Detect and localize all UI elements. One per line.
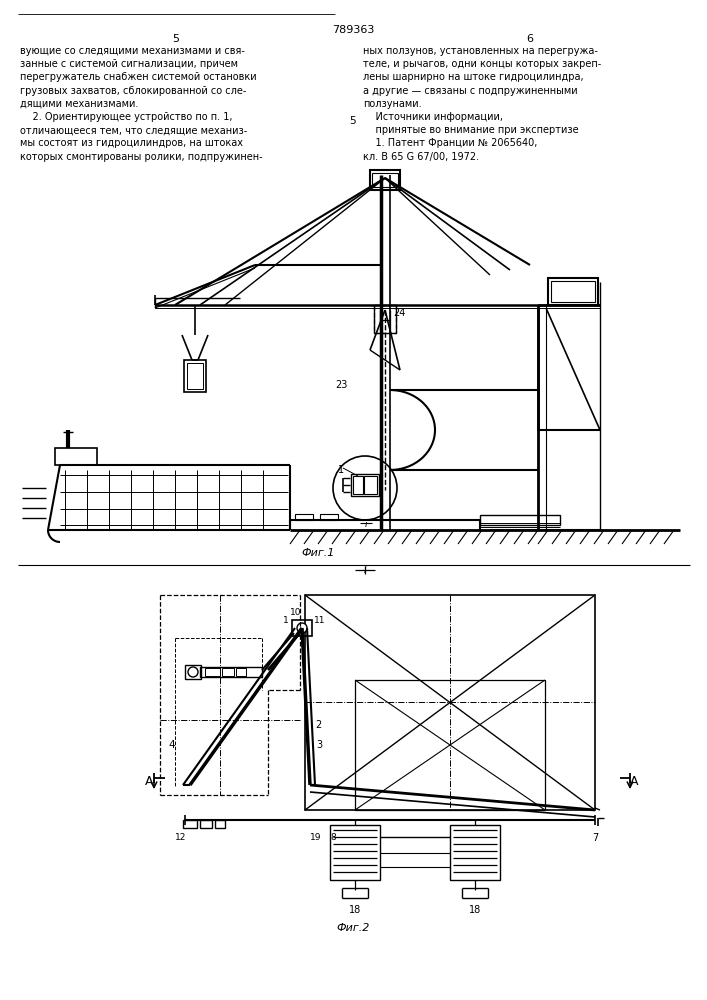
Text: 19: 19: [310, 833, 322, 842]
Text: 5: 5: [350, 116, 356, 126]
Bar: [370, 170, 400, 190]
Text: отличающееся тем, что следящие механиз-: отличающееся тем, что следящие механиз-: [20, 125, 247, 135]
Bar: [364, 476, 377, 494]
Bar: [374, 305, 396, 333]
Bar: [355, 680, 545, 810]
Text: которых смонтированы ролики, подпружинен-: которых смонтированы ролики, подпружинен…: [20, 152, 262, 162]
Text: 11: 11: [314, 616, 325, 625]
Text: 7: 7: [592, 833, 598, 843]
Text: лены шарнирно на штоке гидроцилиндра,: лены шарнирно на штоке гидроцилиндра,: [363, 72, 583, 82]
Text: A: A: [145, 775, 153, 788]
Bar: [374, 305, 396, 333]
Bar: [450, 825, 500, 880]
Bar: [551, 281, 595, 302]
Text: 23: 23: [335, 380, 347, 390]
Text: 1: 1: [338, 465, 344, 475]
Bar: [183, 820, 197, 828]
Text: кл. B 65 G 67/00, 1972.: кл. B 65 G 67/00, 1972.: [363, 152, 479, 162]
Text: мы состоят из гидроцилиндров, на штоках: мы состоят из гидроцилиндров, на штоках: [20, 138, 243, 148]
Text: грузовых захватов, сблокированной со сле-: грузовых захватов, сблокированной со сле…: [20, 86, 246, 96]
Text: вующие со следящими механизмами и свя-: вующие со следящими механизмами и свя-: [20, 46, 245, 56]
Text: теле, и рычагов, одни концы которых закреп-: теле, и рычагов, одни концы которых закр…: [363, 59, 601, 69]
Bar: [236, 668, 246, 676]
Bar: [187, 363, 203, 389]
Text: ных ползунов, установленных на перегружа-: ных ползунов, установленных на перегружа…: [363, 46, 598, 56]
Text: 789363: 789363: [332, 25, 374, 35]
Text: 2: 2: [315, 720, 321, 730]
Text: занные с системой сигнализации, причем: занные с системой сигнализации, причем: [20, 59, 238, 69]
Text: принятые во внимание при экспертизе: принятые во внимание при экспертизе: [363, 125, 578, 135]
Bar: [330, 825, 380, 880]
Text: 2. Ориентирующее устройство по п. 1,: 2. Ориентирующее устройство по п. 1,: [20, 112, 233, 122]
Bar: [200, 820, 212, 828]
Text: 6: 6: [527, 34, 534, 44]
Text: перегружатель снабжен системой остановки: перегружатель снабжен системой остановки: [20, 72, 257, 82]
Text: 5: 5: [173, 34, 180, 44]
Text: 18: 18: [349, 905, 361, 915]
Bar: [305, 595, 595, 810]
Text: ī: ī: [365, 520, 367, 529]
Bar: [205, 668, 220, 676]
Text: Фиг.1: Фиг.1: [301, 548, 334, 558]
Text: ползунами.: ползунами.: [363, 99, 421, 109]
Text: A: A: [630, 775, 638, 788]
Bar: [372, 173, 398, 187]
Bar: [184, 360, 206, 392]
Bar: [480, 515, 560, 525]
Text: Фиг.2: Фиг.2: [337, 923, 370, 933]
Bar: [353, 476, 363, 494]
Text: 12: 12: [175, 833, 187, 842]
Text: 1: 1: [283, 616, 288, 625]
Circle shape: [188, 667, 198, 677]
Text: i: i: [363, 566, 366, 575]
Bar: [215, 820, 225, 828]
Bar: [351, 474, 379, 496]
Bar: [292, 620, 312, 636]
Text: а другие — связаны с подпружиненными: а другие — связаны с подпружиненными: [363, 86, 578, 96]
Text: Источники информации,: Источники информации,: [363, 112, 503, 122]
Bar: [548, 278, 598, 305]
Bar: [320, 514, 338, 520]
Text: 10: 10: [290, 608, 301, 617]
Bar: [55, 448, 97, 465]
Text: 8: 8: [330, 833, 336, 842]
Text: 3: 3: [316, 740, 322, 750]
Bar: [222, 668, 234, 676]
Circle shape: [297, 623, 307, 633]
Text: 4: 4: [168, 740, 175, 750]
Bar: [200, 667, 262, 677]
Text: 24: 24: [393, 308, 405, 318]
Bar: [295, 514, 313, 520]
Text: 18: 18: [469, 905, 481, 915]
Text: 1. Патент Франции № 2065640,: 1. Патент Франции № 2065640,: [363, 138, 537, 148]
Text: дящими механизмами.: дящими механизмами.: [20, 99, 139, 109]
Bar: [185, 665, 201, 679]
